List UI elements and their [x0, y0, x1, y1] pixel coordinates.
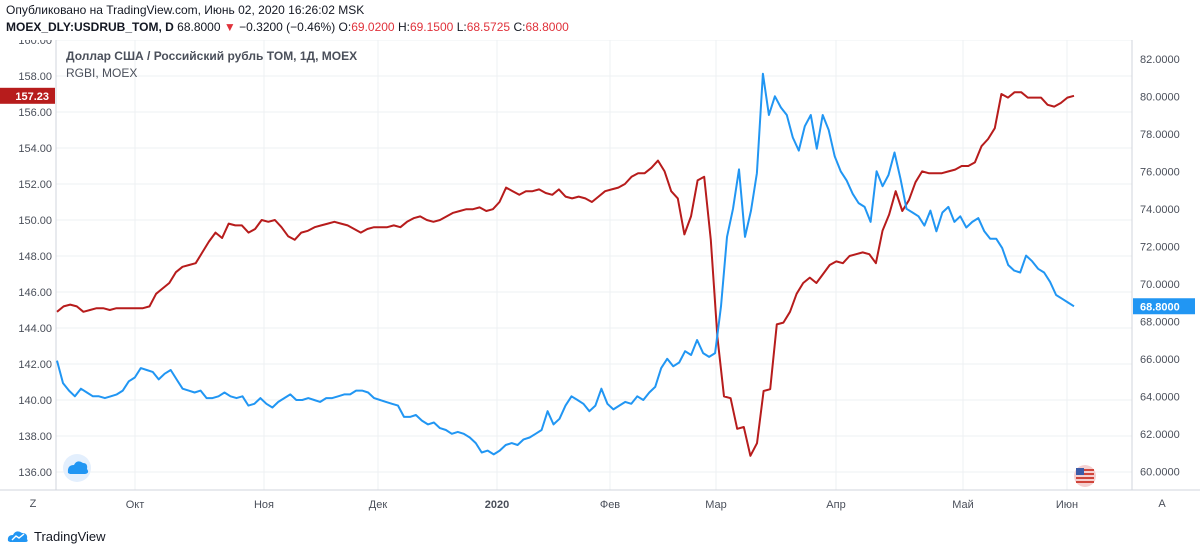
series-line-usdrub[interactable]	[56, 72, 1075, 456]
legend-series2: RGBI, MOEX	[66, 66, 137, 80]
published-caption: Опубликовано на TradingView.com, Июнь 02…	[6, 3, 365, 17]
right-price-axis[interactable]: 60.0000 62.0000 64.0000 66.0000 68.0000 70.00…	[1140, 54, 1180, 479]
low-value: 68.5725	[466, 20, 511, 34]
tradingview-logo-icon	[7, 531, 28, 542]
x-tick-label: 2020	[485, 499, 509, 511]
series-layer	[56, 72, 1075, 457]
right-tick-label: 72.0000	[1140, 241, 1180, 253]
right-tick-label: 78.0000	[1140, 129, 1180, 141]
usdrub-badge-bg	[1133, 298, 1195, 315]
price-change: −0.3200 (−0.46%)	[239, 20, 336, 34]
last-price: 68.8000	[177, 20, 221, 34]
left-tick-label: 138.00	[18, 431, 52, 443]
left-tick-label: 140.00	[18, 395, 52, 407]
x-tick-label: Окт	[126, 499, 145, 511]
left-tick-label: 156.00	[18, 107, 52, 119]
change-arrow-icon: ▼	[223, 20, 236, 34]
left-scale-mode-button[interactable]: Z	[30, 498, 37, 510]
high-value: 69.1500	[409, 20, 454, 34]
rgbi-last-badge: 157.23	[15, 91, 49, 103]
right-tick-label: 64.0000	[1140, 391, 1180, 403]
open-value: 69.0200	[351, 20, 395, 34]
x-tick-label: Ноя	[254, 499, 274, 511]
time-axis[interactable]: Окт Ноя Дек 2020 Фев Мар Апр Май Июн	[126, 499, 1078, 511]
left-tick-label: 154.00	[18, 143, 52, 155]
left-price-axis[interactable]: 136.00 138.00 140.00 142.00 144.00 146.00 148.…	[18, 35, 52, 479]
chart-frame[interactable]: 136.00 138.00 140.00 142.00 144.00 146.00 148.…	[0, 35, 1200, 518]
left-tick-label: 152.00	[18, 179, 52, 191]
left-tick-label: 150.00	[18, 215, 52, 227]
x-tick-label: Фев	[600, 499, 620, 511]
left-tick-label: 158.00	[18, 71, 52, 83]
right-tick-label: 60.0000	[1140, 466, 1180, 478]
right-tick-label: 66.0000	[1140, 354, 1180, 366]
left-tick-label: 144.00	[18, 323, 52, 335]
low-label: L:	[456, 20, 467, 34]
right-tick-label: 68.0000	[1140, 316, 1180, 328]
footer: TradingView	[6, 526, 106, 546]
x-tick-label: Июн	[1056, 499, 1078, 511]
right-tick-label: 62.0000	[1140, 429, 1180, 441]
chart-svg[interactable]: 136.00 138.00 140.00 142.00 144.00 146.00 148.…	[0, 35, 1200, 518]
footer-brand: TradingView	[34, 528, 106, 544]
us-flag-icon[interactable]	[1074, 465, 1096, 487]
high-label: H:	[397, 20, 410, 34]
right-tick-label: 76.0000	[1140, 166, 1180, 178]
left-tick-label: 148.00	[18, 251, 52, 263]
symbol-ohlc-line: MOEX_DLY:USDRUB_TOM, D 68.8000 ▼ −0.3200…	[6, 20, 569, 34]
x-tick-label: Дек	[369, 499, 388, 511]
left-tick-label: 146.00	[18, 287, 52, 299]
x-tick-label: Апр	[826, 499, 845, 511]
usdrub-last-badge: 68.8000	[1140, 301, 1180, 313]
right-tick-label: 70.0000	[1140, 279, 1180, 291]
rgbi-badge-bg	[0, 87, 55, 104]
series-line-rgbi[interactable]	[56, 91, 1075, 457]
right-scale-mode-button[interactable]: A	[1158, 498, 1166, 510]
x-tick-label: Мар	[705, 499, 727, 511]
close-value: 68.8000	[525, 20, 569, 34]
left-tick-label: 160.00	[18, 40, 52, 47]
grid-layer	[56, 39, 1132, 490]
chart-background	[0, 40, 1200, 518]
right-tick-label: 82.0000	[1140, 54, 1180, 66]
left-tick-label: 136.00	[18, 467, 52, 479]
right-tick-label: 80.0000	[1140, 91, 1180, 103]
tradingview-cloud-icon[interactable]	[63, 454, 91, 482]
x-tick-label: Май	[952, 499, 974, 511]
legend-title: Доллар США / Российский рубль TOM, 1Д, M…	[66, 49, 357, 63]
open-label: O:	[338, 20, 352, 34]
left-tick-label: 142.00	[18, 359, 52, 371]
symbol-name[interactable]: MOEX_DLY:USDRUB_TOM, D	[6, 20, 174, 34]
right-tick-label: 74.0000	[1140, 204, 1180, 216]
close-label: C:	[513, 20, 526, 34]
last-price-badges: 157.23 68.8000	[0, 87, 1195, 315]
